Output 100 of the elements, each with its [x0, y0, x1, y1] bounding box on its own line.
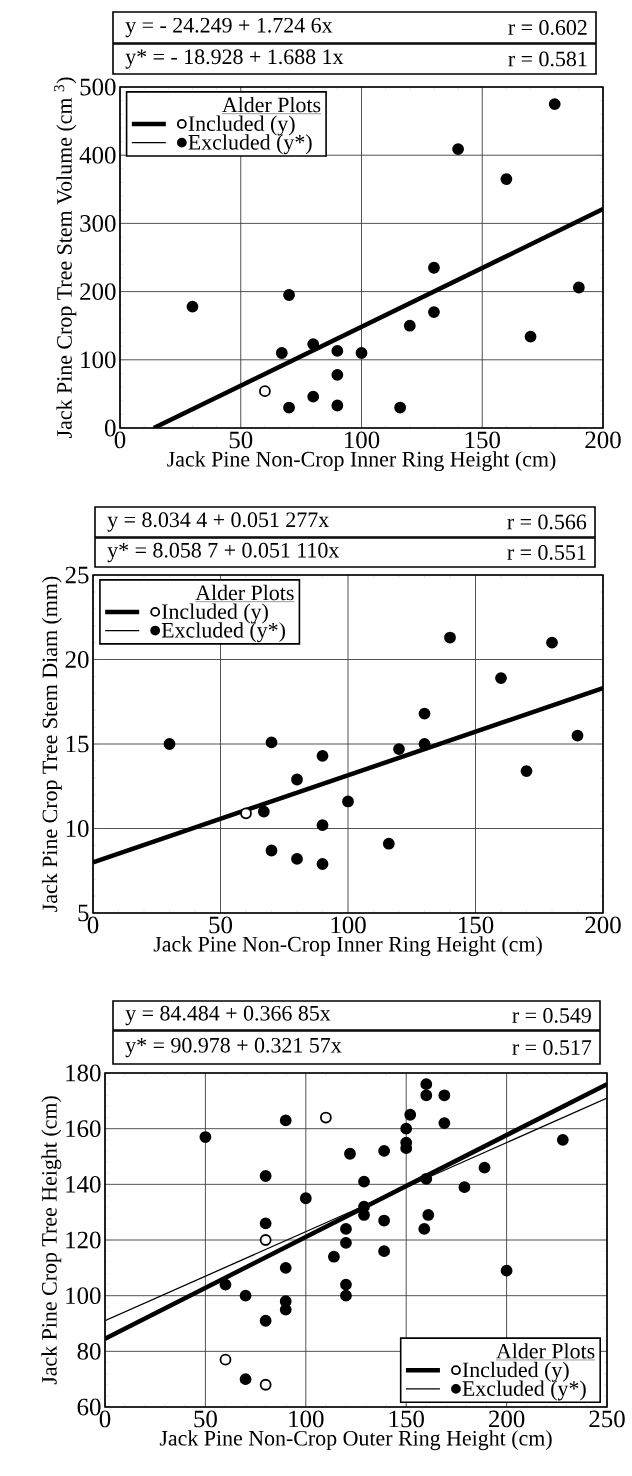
text: r = 0.551: [507, 545, 586, 560]
point: [500, 173, 513, 185]
text: y* = 90.978 + 0.321 57x: [125, 1037, 342, 1058]
point: [307, 390, 320, 403]
point: [316, 858, 329, 870]
point: [418, 738, 431, 750]
point: [259, 1314, 272, 1327]
point: [259, 1234, 272, 1246]
point: [186, 300, 199, 313]
y-axis-title: Jack Pine Crop Tree Stem Diam (mm): [41, 576, 62, 912]
point: [283, 289, 295, 301]
point: [259, 1217, 272, 1230]
x-tick-label: 200: [489, 1410, 525, 1428]
point: [358, 1209, 370, 1221]
point: [378, 1214, 391, 1227]
point: [319, 1111, 332, 1124]
x-axis-title: Jack Pine Non-Crop Inner Ring Height (cm): [167, 451, 556, 472]
text: y* = 8.058 7 + 0.051 110x: [107, 542, 340, 563]
point: [283, 401, 295, 414]
point: [328, 1250, 340, 1263]
point: [478, 1161, 491, 1174]
legend-title: Alder Plots: [222, 96, 321, 113]
point: [524, 330, 537, 343]
legend-label: Excluded (y*): [161, 622, 285, 643]
point: [572, 281, 585, 294]
y-tick-label: 100: [81, 351, 116, 369]
y-tick-label: 300: [80, 215, 116, 232]
x-tick-label: 100: [331, 916, 366, 934]
y-axis-title: Jack Pine Crop Tree Height (cm): [41, 1096, 62, 1385]
y-tick-label: 20: [65, 651, 89, 668]
point: [428, 261, 440, 274]
point: [382, 837, 395, 850]
point: [316, 749, 329, 762]
x-tick-label: 150: [459, 916, 494, 934]
text: r = 0.566: [507, 514, 587, 530]
point: [163, 738, 176, 750]
x-axis-title: Jack Pine Non-Crop Outer Ring Height (cm): [159, 1430, 552, 1451]
point: [452, 143, 464, 155]
point: [546, 636, 558, 649]
point: [239, 1373, 252, 1386]
point: [259, 1170, 272, 1182]
text: r = 0.602: [508, 20, 587, 35]
point: [394, 401, 407, 414]
point: [331, 399, 344, 412]
point: [438, 1117, 451, 1130]
point: [420, 1089, 433, 1102]
point: [316, 819, 329, 832]
point: [500, 1264, 513, 1277]
point: [340, 1289, 352, 1302]
point: [265, 844, 278, 857]
text: r = 0.549: [512, 1008, 591, 1023]
point: [495, 672, 507, 684]
point: [400, 1122, 413, 1135]
point: [404, 1108, 417, 1121]
text: y* = - 18.928 + 1.688 1x: [125, 49, 344, 69]
x-tick-label: 50: [194, 1410, 217, 1428]
point: [279, 1114, 292, 1127]
y-tick-label: 0: [104, 419, 116, 437]
y-tick-label: 15: [66, 735, 89, 753]
point: [331, 345, 344, 357]
y-tick-label: 10: [66, 820, 89, 837]
point: [403, 319, 416, 332]
x-tick-label: 150: [465, 431, 500, 449]
point: [378, 1245, 391, 1258]
y-tick-label: 500: [80, 78, 116, 96]
x-tick-label: 100: [289, 1410, 324, 1428]
point: [340, 1222, 352, 1235]
point: [265, 736, 278, 749]
point: [556, 1133, 569, 1146]
text: r = 0.517: [512, 1040, 592, 1055]
point: [342, 795, 354, 808]
point: [239, 1289, 252, 1302]
x-axis-title: Jack Pine Non-Crop Inner Ring Height (cm): [153, 936, 542, 957]
point: [571, 729, 584, 742]
y-tick-label: 200: [80, 283, 116, 301]
point: [307, 338, 320, 351]
point: [340, 1236, 352, 1249]
y-tick-label: 140: [66, 1175, 101, 1193]
point: [275, 347, 288, 359]
y-tick-label: 160: [66, 1120, 101, 1138]
point: [344, 1147, 356, 1160]
point: [259, 1378, 272, 1391]
point: [418, 1222, 431, 1235]
text: r = 0.581: [508, 51, 587, 67]
point: [199, 1131, 212, 1143]
point: [438, 1089, 451, 1102]
y-tick-label: 180: [66, 1064, 101, 1082]
point: [291, 853, 303, 865]
point: [418, 707, 431, 720]
x-tick-label: 50: [209, 916, 232, 934]
y-tick-label: 120: [66, 1231, 101, 1249]
text: y = 84.484 + 0.366 85x: [125, 1005, 331, 1026]
point: [259, 385, 271, 398]
y-tick-label: 80: [77, 1342, 101, 1360]
point: [240, 807, 252, 820]
y-tick-label: 25: [65, 566, 89, 584]
x-tick-label: 250: [589, 1410, 625, 1428]
y-tick-label: 5: [78, 904, 89, 922]
point: [548, 98, 561, 110]
text: y = 8.034 4 + 0.051 277x: [107, 512, 329, 532]
